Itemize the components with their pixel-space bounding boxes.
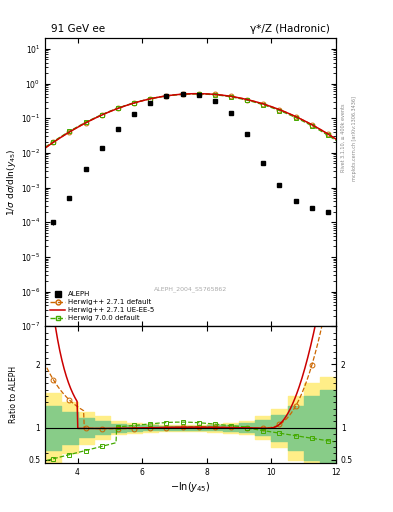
Text: mcplots.cern.ch [arXiv:1306.3436]: mcplots.cern.ch [arXiv:1306.3436] xyxy=(352,96,357,181)
Text: γ*/Z (Hadronic): γ*/Z (Hadronic) xyxy=(250,24,330,34)
Text: Rivet 3.1.10, ≥ 400k events: Rivet 3.1.10, ≥ 400k events xyxy=(341,104,346,173)
Text: 91 GeV ee: 91 GeV ee xyxy=(51,24,105,34)
Y-axis label: 1/$\sigma$ d$\sigma$/dln($y_{45}$): 1/$\sigma$ d$\sigma$/dln($y_{45}$) xyxy=(5,148,18,216)
Text: ALEPH_2004_S5765862: ALEPH_2004_S5765862 xyxy=(154,286,227,292)
Legend: ALEPH, Herwig++ 2.7.1 default, Herwig++ 2.7.1 UE-EE-5, Herwig 7.0.0 default: ALEPH, Herwig++ 2.7.1 default, Herwig++ … xyxy=(49,290,156,323)
Y-axis label: Ratio to ALEPH: Ratio to ALEPH xyxy=(9,366,18,423)
X-axis label: $-\ln(y_{45})$: $-\ln(y_{45})$ xyxy=(170,480,211,494)
